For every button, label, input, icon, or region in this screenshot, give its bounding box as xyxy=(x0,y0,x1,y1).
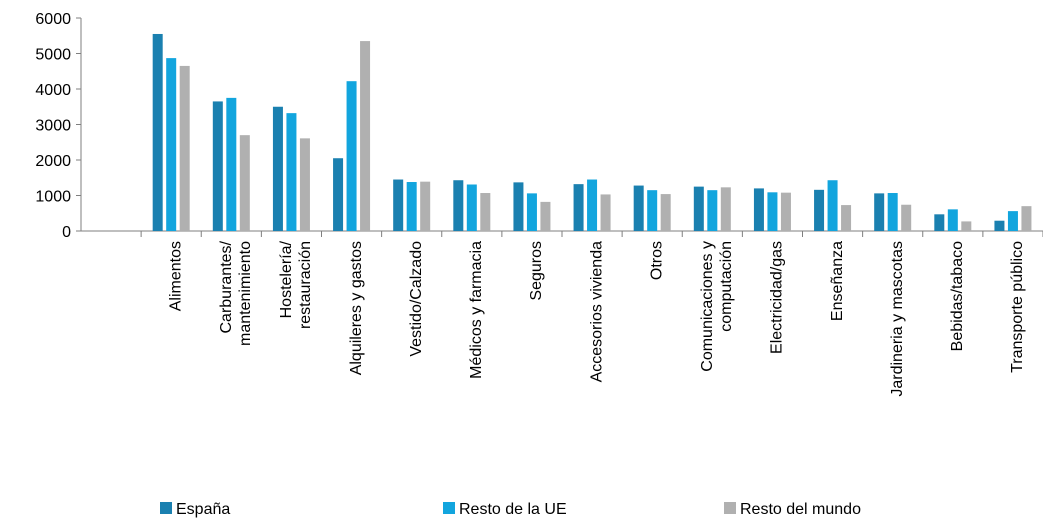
y-tick-label: 4000 xyxy=(35,82,71,99)
x-tick-label: Comunicaciones y computación xyxy=(699,241,735,372)
bar xyxy=(874,193,885,231)
bar xyxy=(660,194,671,231)
bar xyxy=(480,193,491,231)
y-tick-label: 2000 xyxy=(35,153,71,170)
bar xyxy=(961,221,972,231)
bar xyxy=(707,190,718,231)
bar xyxy=(453,180,464,231)
legend-swatch xyxy=(724,502,736,514)
bar xyxy=(587,179,598,231)
bar xyxy=(466,184,477,231)
x-tick-label: Jardineria y mascotas xyxy=(889,241,906,397)
bar xyxy=(226,97,237,231)
bar xyxy=(406,182,417,231)
x-tick-label: Bebidas/tabaco xyxy=(949,241,966,351)
bar xyxy=(272,106,283,231)
bar xyxy=(647,190,658,231)
x-tick-label: Transporte público xyxy=(1009,241,1026,373)
bar xyxy=(994,220,1005,231)
x-tick-label: Hostelería/restauración xyxy=(278,240,314,329)
bar xyxy=(1021,206,1032,231)
bar xyxy=(693,186,704,231)
legend-swatch xyxy=(160,502,172,514)
bar xyxy=(573,184,584,231)
bar xyxy=(1007,211,1018,231)
legend-label: Resto del mundo xyxy=(740,501,861,518)
x-tick-label: Alimentos xyxy=(167,241,184,311)
bar xyxy=(720,187,731,231)
x-tick-label: Alquileres y gastos xyxy=(348,241,365,375)
bar xyxy=(333,158,344,231)
bar xyxy=(393,179,404,231)
bar xyxy=(152,33,163,231)
x-tick-label: Médicos y farmacia xyxy=(468,241,485,379)
bar xyxy=(212,101,223,231)
y-tick-label: 1000 xyxy=(35,189,71,206)
y-tick-label: 6000 xyxy=(35,11,71,28)
bar xyxy=(286,113,297,231)
bar xyxy=(767,192,778,231)
legend-label: España xyxy=(176,501,230,518)
x-tick-label: Electricidad/gas xyxy=(769,241,786,354)
bar xyxy=(841,205,852,231)
bar xyxy=(239,135,250,231)
legend-swatch xyxy=(443,502,455,514)
bar xyxy=(827,180,838,231)
bar xyxy=(513,182,524,231)
x-tick-label: Vestido/Calzado xyxy=(408,241,425,357)
x-tick-label: Seguros xyxy=(528,241,545,301)
bar xyxy=(360,41,371,232)
bar xyxy=(934,214,945,231)
y-tick-label: 5000 xyxy=(35,47,71,64)
bar xyxy=(540,201,551,231)
x-tick-label: Carburantes/mantenimiento xyxy=(218,240,254,346)
y-tick-label: 0 xyxy=(62,224,71,241)
x-tick-label: Otros xyxy=(648,241,665,280)
bar xyxy=(600,194,611,231)
bar xyxy=(814,189,825,231)
bar xyxy=(179,65,190,231)
y-tick-label: 3000 xyxy=(35,118,71,135)
legend-label: Resto de la UE xyxy=(459,501,567,518)
bar xyxy=(887,193,898,231)
bar xyxy=(420,181,431,231)
x-tick-label: Accesorios vivienda xyxy=(588,241,605,383)
x-tick-label: Enseñanza xyxy=(829,241,846,321)
bar xyxy=(947,209,958,231)
bar xyxy=(166,58,177,231)
bar xyxy=(526,193,537,231)
bar xyxy=(753,188,764,231)
bar xyxy=(633,185,644,231)
bar xyxy=(346,81,357,231)
bar xyxy=(299,138,310,231)
bar xyxy=(780,192,791,231)
bar xyxy=(901,204,912,231)
